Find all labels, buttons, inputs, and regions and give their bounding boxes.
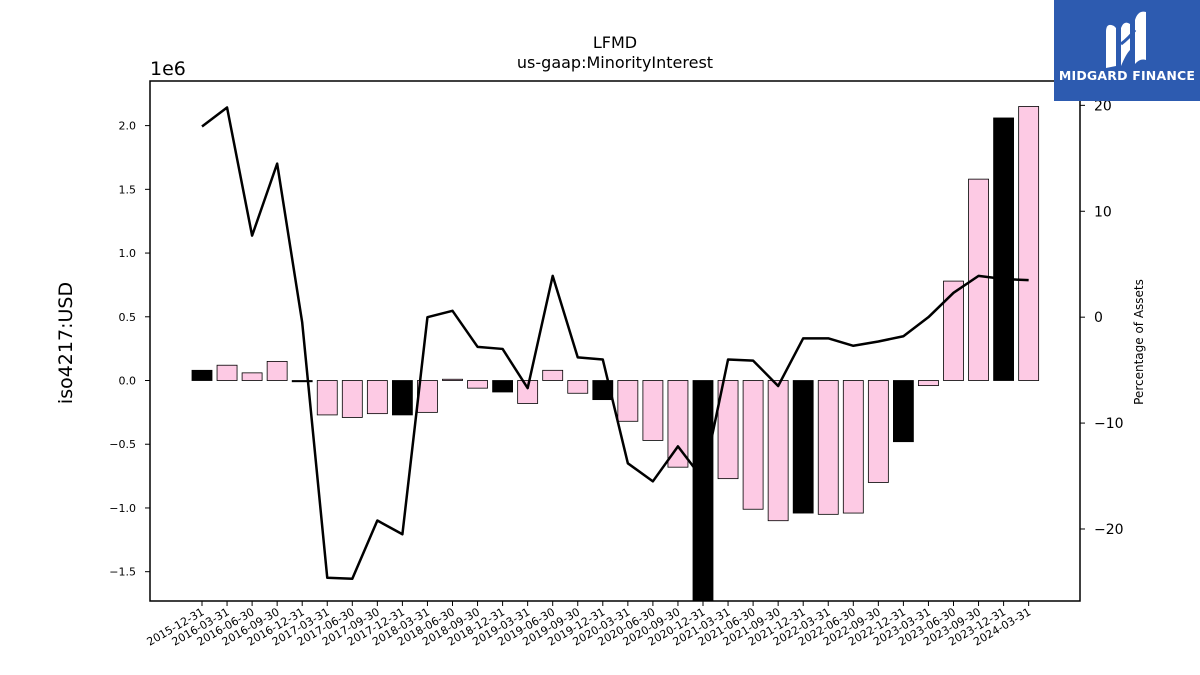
bar-2022-12-31 — [893, 380, 914, 443]
y2-tick-label: 10 — [1094, 204, 1112, 220]
bar-2023-03-31 — [918, 380, 939, 387]
bar-2016-06-30 — [241, 372, 263, 381]
bar-2016-12-31 — [291, 380, 313, 383]
bar-2018-09-30 — [467, 380, 488, 389]
bar-2020-03-31 — [617, 380, 639, 422]
midgard-m-logo-icon — [1106, 11, 1146, 68]
plot-frame — [149, 80, 1081, 602]
bar-2023-06-30 — [943, 280, 964, 381]
y2-axis-label: Percentage of Assets — [1132, 279, 1146, 405]
y-tick-label: 1.0 — [119, 247, 137, 260]
bar-2022-03-31 — [817, 380, 839, 515]
bar-2020-09-30 — [667, 380, 689, 468]
y2-tick-label: −10 — [1094, 416, 1124, 432]
bar-2019-06-30 — [542, 369, 564, 381]
midgard-finance-logo: MIDGARD FINANCE — [1054, 0, 1200, 101]
chart-title: LFMD — [593, 33, 637, 52]
bar-2021-06-30 — [742, 380, 764, 510]
bar-2018-12-31 — [492, 380, 514, 393]
y-tick-label: 1.5 — [119, 183, 137, 196]
percentage-of-assets-line — [201, 106, 1029, 581]
bars-group — [191, 106, 1040, 602]
logo-text: MIDGARD FINANCE — [1058, 68, 1196, 83]
bar-2018-06-30 — [442, 378, 463, 381]
bar-2017-09-30 — [366, 380, 388, 415]
bar-2019-03-31 — [517, 380, 539, 404]
bar-2022-06-30 — [842, 380, 864, 514]
bar-2016-09-30 — [266, 360, 288, 381]
y-tick-label: −1.5 — [109, 566, 136, 579]
y2-tick-label: −20 — [1094, 522, 1124, 538]
ticks-group: −1.5−1.0−0.50.00.51.01.52.0−20−100102020… — [109, 98, 1123, 648]
bar-2021-12-31 — [792, 380, 814, 514]
y-tick-label: 2.0 — [119, 120, 137, 133]
y2-tick-label: 0 — [1094, 310, 1103, 326]
bar-2019-09-30 — [567, 380, 589, 394]
line-group — [201, 106, 1029, 581]
bar-2021-03-31 — [717, 380, 739, 480]
y-axis-label: iso4217:USD — [55, 282, 77, 404]
bar-2017-06-30 — [341, 380, 363, 418]
bar-2020-12-31 — [692, 380, 714, 602]
bar-2020-06-30 — [642, 380, 664, 441]
bar-2016-03-31 — [216, 364, 238, 381]
bar-2017-03-31 — [316, 380, 338, 416]
bar-2015-12-31 — [191, 369, 213, 381]
y-tick-label: −1.0 — [109, 502, 136, 515]
bar-2022-09-30 — [867, 380, 889, 483]
y2-tick-label: 20 — [1094, 98, 1112, 114]
bar-2023-12-31 — [993, 117, 1014, 381]
y-tick-label: 0.0 — [119, 375, 137, 388]
bar-2023-09-30 — [968, 178, 989, 381]
bar-2024-03-31 — [1018, 106, 1040, 381]
y-tick-label: 0.5 — [119, 311, 137, 324]
bar-2017-12-31 — [391, 380, 413, 416]
y-scale-label: 1e6 — [150, 58, 186, 80]
chart-subtitle: us-gaap:MinorityInterest — [517, 53, 713, 72]
y-tick-label: −0.5 — [109, 438, 136, 451]
bar-2021-09-30 — [767, 380, 789, 522]
